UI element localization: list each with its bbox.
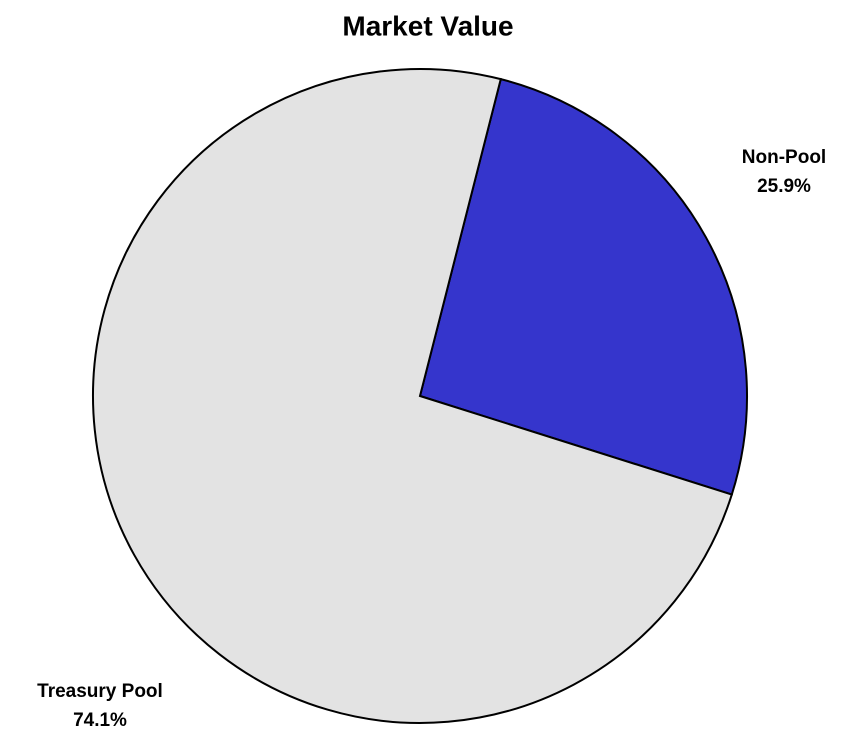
slice-value-label: 25.9%	[757, 176, 811, 197]
pie-slice	[418, 77, 748, 496]
chart-title: Market Value	[342, 10, 513, 41]
slice-value-label: 74.1%	[73, 710, 127, 731]
slice-label: Treasury Pool	[37, 681, 163, 702]
slice-label: Non-Pool	[742, 147, 826, 168]
pie-slice	[92, 68, 734, 724]
